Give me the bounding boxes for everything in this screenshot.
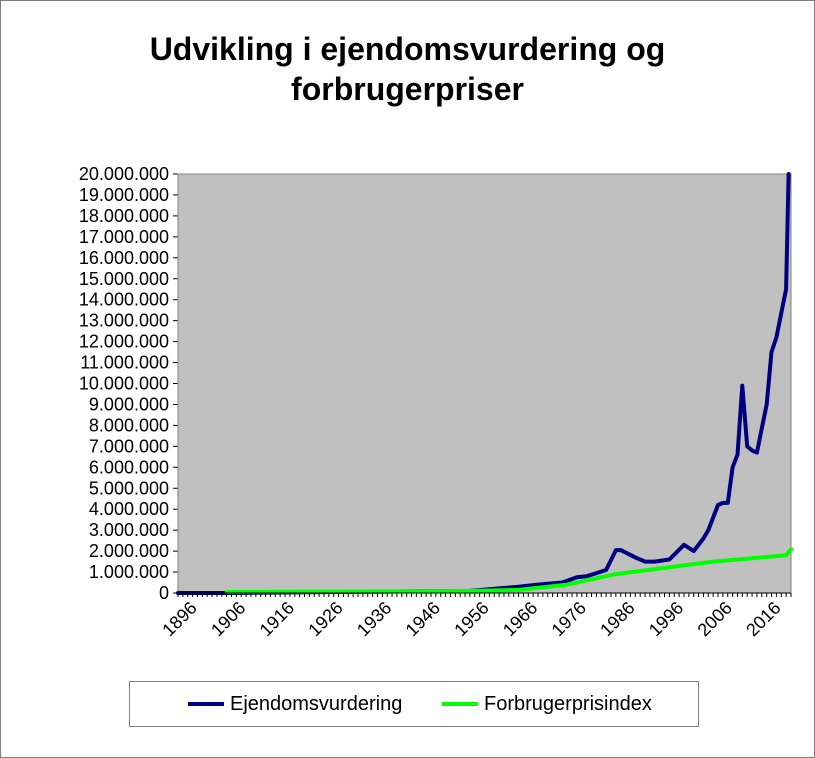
legend-swatch-navy xyxy=(188,702,224,706)
chart-title-line-2: forbrugerpriser xyxy=(291,71,524,107)
x-tick-label: 1916 xyxy=(256,598,298,640)
y-tick-label: 0 xyxy=(159,583,169,603)
y-tick-label: 3.000.000 xyxy=(89,520,169,540)
x-tick-label: 1976 xyxy=(548,598,590,640)
y-tick-label: 11.000.000 xyxy=(80,353,169,373)
legend-label: Ejendomsvurdering xyxy=(230,692,403,715)
y-tick-label: 13.000.000 xyxy=(79,311,169,331)
x-tick-label: 1896 xyxy=(158,598,200,640)
legend: Ejendomsvurdering Forbrugerprisindex xyxy=(129,681,699,727)
y-tick-label: 10.000.000 xyxy=(79,374,169,394)
y-tick-label: 15.000.000 xyxy=(79,269,169,289)
y-tick-label: 2.000.000 xyxy=(89,541,169,561)
plot-area xyxy=(177,173,792,594)
chart-title-line-1: Udvikling i ejendomsvurdering og xyxy=(149,31,666,67)
x-tick-label: 1956 xyxy=(450,598,492,640)
legend-swatch-green xyxy=(442,702,478,706)
x-tick-label: 1966 xyxy=(499,598,541,640)
y-tick-label: 20.000.000 xyxy=(79,164,169,184)
x-tick-label: 1906 xyxy=(207,598,249,640)
legend-item-forbrugerprisindex: Forbrugerprisindex xyxy=(442,692,652,716)
y-tick-label: 19.000.000 xyxy=(79,185,169,205)
x-tick-label: 2006 xyxy=(694,598,736,640)
y-tick-label: 6.000.000 xyxy=(89,457,169,477)
series-line-forbrugerprisindex xyxy=(224,547,793,594)
y-tick-label: 16.000.000 xyxy=(79,248,169,268)
y-tick-label: 8.000.000 xyxy=(89,415,169,435)
x-tick-label: 1986 xyxy=(596,598,638,640)
legend-item-ejendomsvurdering: Ejendomsvurdering xyxy=(188,692,402,716)
y-tick-label: 18.000.000 xyxy=(79,206,169,226)
y-tick-label: 9.000.000 xyxy=(89,394,169,414)
y-tick-label: 17.000.000 xyxy=(79,227,169,247)
x-tick-label: 1996 xyxy=(645,598,687,640)
y-tick-label: 5.000.000 xyxy=(89,478,169,498)
x-tick-label: 1936 xyxy=(353,598,395,640)
legend-label: Forbrugerprisindex xyxy=(484,692,652,715)
chart-title: Udvikling i ejendomsvurdering og forbrug… xyxy=(1,29,814,109)
series-line-ejendomsvurdering xyxy=(176,172,791,595)
y-tick-label: 1.000.000 xyxy=(89,562,169,582)
y-tick-label: 7.000.000 xyxy=(89,436,169,456)
y-tick-label: 14.000.000 xyxy=(79,290,169,310)
x-tick-label: 1946 xyxy=(402,598,444,640)
x-tick-label: 2016 xyxy=(742,598,784,640)
y-tick-label: 4.000.000 xyxy=(89,499,169,519)
y-tick-label: 12.000.000 xyxy=(79,332,169,352)
x-tick-label: 1926 xyxy=(304,598,346,640)
